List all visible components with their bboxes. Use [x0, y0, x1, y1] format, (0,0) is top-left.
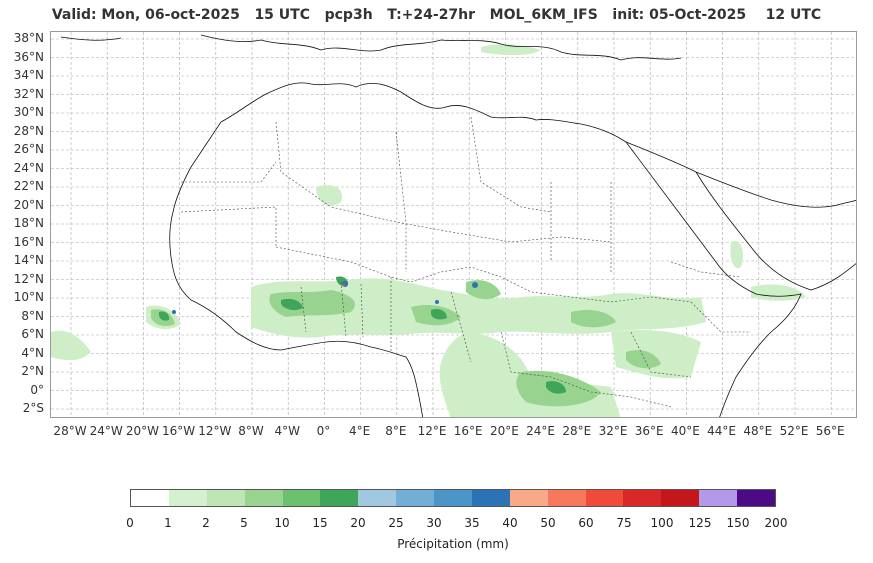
lat-tick-label: 18°N [13, 216, 44, 230]
colorbar-swatch [168, 490, 207, 506]
lon-tick-label: 36°E [634, 424, 664, 438]
lon-tick-label: 28°E [562, 424, 592, 438]
lon-tick-label: 16°W [162, 424, 196, 438]
lon-tick-label: 24°W [89, 424, 123, 438]
colorbar-label: Précipitation (mm) [397, 537, 509, 551]
colorbar-tick-label: 150 [726, 516, 750, 530]
lat-tick-label: 34°N [13, 68, 44, 82]
lat-tick-label: 32°N [13, 86, 44, 101]
lon-tick-label: 28°W [53, 424, 87, 438]
colorbar-tick-label: 25 [388, 516, 404, 530]
lon-tick-label: 16°E [453, 424, 483, 438]
colorbar-swatch [206, 490, 245, 506]
precipitation-colorbar [130, 489, 776, 507]
lat-tick-label: 22°N [13, 179, 44, 193]
lat-tick-label: 12°N [13, 271, 44, 286]
colorbar-swatch [244, 490, 283, 506]
lat-tick-label: 6°N [21, 327, 44, 341]
colorbar-swatch [471, 490, 510, 506]
colorbar-swatch [396, 490, 434, 506]
lat-tick-label: 36°N [13, 49, 44, 64]
colorbar-swatch [585, 490, 624, 506]
colorbar-swatch [699, 490, 737, 506]
lat-tick-label: 0° [30, 382, 44, 397]
precipitation-map [50, 31, 857, 418]
colorbar-tick-label: 10 [274, 516, 290, 530]
colorbar-swatch [623, 490, 662, 506]
colorbar-tick-label: 40 [502, 516, 518, 530]
colorbar-tick-label: 1 [164, 516, 172, 530]
colorbar-swatch [509, 490, 548, 506]
colorbar-tick-label: 60 [578, 516, 594, 530]
lat-tick-label: 8°N [21, 308, 44, 323]
lon-tick-label: 8°W [238, 424, 264, 438]
colorbar-swatch [131, 490, 169, 506]
lon-tick-label: 40°E [670, 424, 700, 438]
lon-tick-label: 52°E [779, 424, 809, 438]
colorbar-tick-label: 0 [126, 516, 134, 530]
colorbar-swatch [547, 490, 586, 506]
lat-tick-label: 26°N [13, 142, 44, 156]
lon-tick-label: 4°W [274, 424, 300, 438]
lon-tick-label: 20°E [489, 424, 519, 438]
lon-tick-label: 32°E [598, 424, 628, 438]
colorbar-tick-label: 2 [202, 516, 210, 530]
lon-tick-label: 56°E [815, 424, 845, 438]
colorbar-tick-label: 20 [350, 516, 366, 530]
lat-tick-label: 30°N [13, 105, 44, 119]
lat-tick-label: 4°N [21, 345, 44, 360]
colorbar-swatch [320, 490, 359, 506]
lat-tick-label: 2°S [22, 401, 44, 415]
colorbar-tick-label: 30 [426, 516, 442, 530]
colorbar-swatch [434, 490, 472, 506]
colorbar-swatch [282, 490, 321, 506]
lon-tick-label: 44°E [707, 424, 737, 438]
lon-tick-label: 12°W [198, 424, 232, 438]
lon-tick-label: 24°E [526, 424, 556, 438]
colorbar-swatch [661, 490, 700, 506]
colorbar-tick-label: 125 [688, 516, 712, 530]
lat-tick-label: 16°N [13, 234, 44, 249]
lat-tick-label: 10°N [13, 290, 44, 304]
lat-tick-label: 38°N [13, 31, 44, 45]
map-title: Valid: Mon, 06-oct-2025 15 UTC pcp3h T:+… [51, 7, 822, 23]
colorbar-swatch [358, 490, 397, 506]
map-canvas [51, 32, 856, 417]
lon-tick-label: 0° [316, 424, 331, 438]
colorbar-tick-label: 200 [764, 516, 788, 530]
colorbar-tick-label: 75 [616, 516, 632, 530]
colorbar-tick-label: 5 [240, 516, 248, 530]
colorbar-tick-label: 50 [540, 516, 556, 530]
lat-tick-label: 14°N [13, 253, 44, 267]
lat-tick-label: 28°N [13, 123, 44, 138]
colorbar-tick-label: 15 [312, 516, 328, 530]
lon-tick-label: 20°W [125, 424, 159, 438]
lat-tick-label: 2°N [21, 364, 44, 378]
lon-tick-label: 48°E [743, 424, 773, 438]
coastline [60, 34, 856, 417]
colorbar-swatch [737, 490, 775, 506]
colorbar-tick-label: 35 [464, 516, 480, 530]
country-borders [180, 116, 751, 408]
lon-tick-label: 4°E [348, 424, 371, 438]
lat-tick-label: 24°N [13, 160, 44, 175]
lon-tick-label: 8°E [385, 424, 407, 438]
colorbar-tick-label: 100 [650, 516, 674, 530]
lon-tick-label: 12°E [417, 424, 447, 438]
precipitation-field [51, 44, 806, 417]
lat-tick-label: 20°N [13, 197, 44, 212]
